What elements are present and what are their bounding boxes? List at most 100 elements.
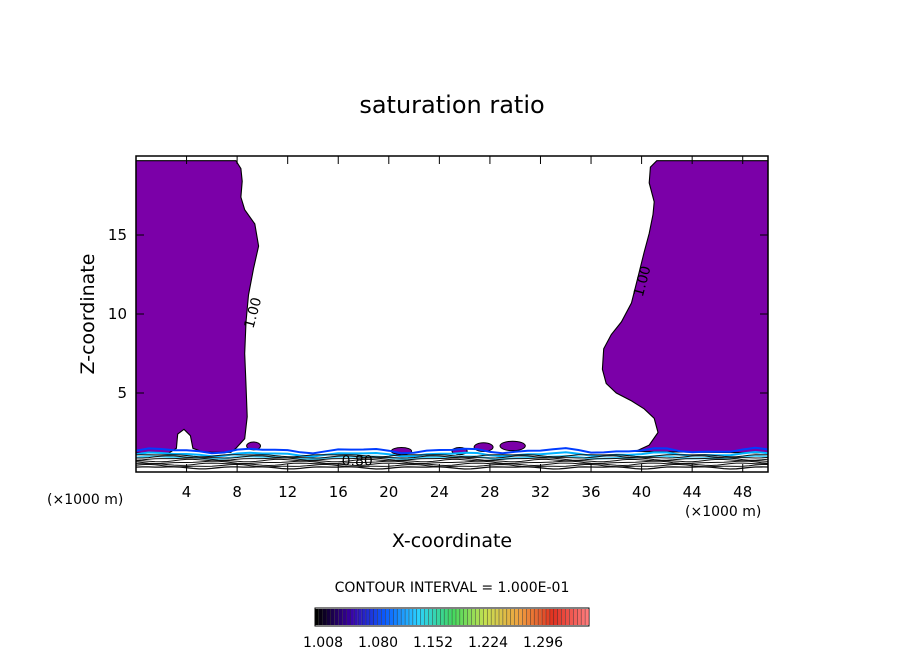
left-saturation-region xyxy=(135,160,260,454)
colorbar-stripe xyxy=(373,609,378,625)
colorbar-stripe xyxy=(346,609,351,625)
colorbar-stripe xyxy=(577,609,581,625)
colorbar-stripe xyxy=(514,609,519,625)
contour-label-1: 1.00 xyxy=(242,296,266,330)
colorbar-stripe xyxy=(397,609,401,625)
chart-title: saturation ratio xyxy=(359,91,544,119)
colorbar-stripe xyxy=(405,609,409,625)
colorbar-stripe xyxy=(479,609,484,625)
colorbar-label-1: 1.008 xyxy=(303,635,343,651)
colorbar-stripe xyxy=(455,609,460,625)
colorbar-label-3: 1.152 xyxy=(413,635,453,651)
colorbar-stripe xyxy=(553,609,558,625)
colorbar-stripe xyxy=(389,609,394,625)
colorbar-stripe xyxy=(487,609,491,625)
colorbar-stripe xyxy=(526,609,531,625)
colorbar-stripe xyxy=(393,609,397,625)
contour-fill-layer xyxy=(135,160,769,456)
colorbar-tick-labels: 1.008 1.080 1.152 1.224 1.296 xyxy=(303,635,563,651)
colorbar-stripe xyxy=(322,609,327,625)
lower-contour-band-2 xyxy=(135,450,769,458)
x-tick-label-28: 28 xyxy=(480,483,499,501)
colorbar-stripe xyxy=(424,609,429,625)
right-saturation-region xyxy=(601,160,769,454)
lower-contour-band-1 xyxy=(135,446,769,455)
colorbar-stripe xyxy=(538,609,542,625)
colorbar-stripe xyxy=(365,609,370,625)
colorbar-stripe xyxy=(522,609,527,625)
y-tick-label-10: 10 xyxy=(108,305,127,323)
colorbar-stripe xyxy=(510,609,515,625)
colorbar-stripe xyxy=(342,609,347,625)
colorbar-stripe xyxy=(573,609,578,625)
x-tick-label-32: 32 xyxy=(531,483,550,501)
contour-line-7 xyxy=(136,455,769,459)
colorbar-stripe xyxy=(467,609,472,625)
x-tick-label-24: 24 xyxy=(430,483,449,501)
colorbar-stripe xyxy=(338,609,343,625)
colorbar-stripe xyxy=(491,609,495,625)
colorbar-stripe xyxy=(354,609,358,625)
colorbar-stripe xyxy=(326,609,331,625)
y-tick-label-15: 15 xyxy=(108,226,127,244)
contour-interval-label: CONTOUR INTERVAL = 1.000E-01 xyxy=(335,580,570,596)
colorbar-stripe xyxy=(412,609,417,625)
colorbar-stripe xyxy=(534,609,538,625)
colorbar-stripe xyxy=(318,609,323,625)
colorbar-stripe xyxy=(483,609,488,625)
colorbar-stripe xyxy=(518,609,523,625)
y-axis-label: Z-coordinate xyxy=(77,254,99,375)
colorbar-stripe xyxy=(565,609,570,625)
colorbar-stripe xyxy=(495,609,499,625)
colorbar-label-4: 1.224 xyxy=(468,635,508,651)
y-axis: 5 10 15 xyxy=(108,226,768,402)
contour-line-4 xyxy=(135,460,769,465)
colorbar-stripe xyxy=(330,609,335,625)
colorbar-stripe xyxy=(377,609,382,625)
colorbar-stripe xyxy=(585,609,589,625)
colorbar-stripe xyxy=(452,609,456,625)
colorbar-stripe xyxy=(475,609,480,625)
colorbar-stripe xyxy=(542,609,546,625)
colorbar xyxy=(314,607,590,627)
contour-line-1 xyxy=(135,466,769,470)
y-tick-label-5: 5 xyxy=(117,384,127,402)
colorbar-stripe xyxy=(463,609,468,625)
x-tick-label-44: 44 xyxy=(683,483,702,501)
contour-line-layer: 1.00 1.00 0.80 xyxy=(135,264,769,470)
colorbar-stripe xyxy=(315,609,319,625)
x-tick-label-40: 40 xyxy=(632,483,651,501)
colorbar-stripe xyxy=(549,609,554,625)
colorbar-stripe xyxy=(420,609,425,625)
colorbar-label-2: 1.080 xyxy=(358,635,398,651)
colorbar-stripe xyxy=(440,609,444,625)
colorbar-stripe xyxy=(416,609,421,625)
colorbar-stripe xyxy=(530,609,534,625)
x-tick-label-48: 48 xyxy=(733,483,752,501)
contour-label-3: 0.80 xyxy=(342,454,373,470)
colorbar-stripe xyxy=(369,609,374,625)
colorbar-stripe xyxy=(471,609,476,625)
colorbar-stripe xyxy=(408,609,413,625)
colorbar-stripe xyxy=(448,609,452,625)
x-tick-label-20: 20 xyxy=(379,483,398,501)
x-tick-label-12: 12 xyxy=(278,483,297,501)
colorbar-stripe xyxy=(432,609,437,625)
colorbar-stripe xyxy=(581,609,585,625)
contour-label-2: 1.00 xyxy=(631,264,655,298)
colorbar-stripe xyxy=(498,609,503,625)
colorbar-stripe xyxy=(569,609,574,625)
colorbar-stripe xyxy=(557,609,562,625)
colorbar-stripe xyxy=(428,609,433,625)
colorbar-stripe xyxy=(361,609,366,625)
colorbar-stripe xyxy=(459,609,464,625)
colorbar-stripe xyxy=(444,609,448,625)
colorbar-stripe xyxy=(545,609,550,625)
contour-line-2 xyxy=(135,463,768,468)
contour-line-6 xyxy=(135,457,769,461)
colorbar-stripe xyxy=(506,609,511,625)
x-tick-label-8: 8 xyxy=(232,483,242,501)
saturation-patch xyxy=(499,440,526,452)
colorbar-stripe xyxy=(358,609,362,625)
